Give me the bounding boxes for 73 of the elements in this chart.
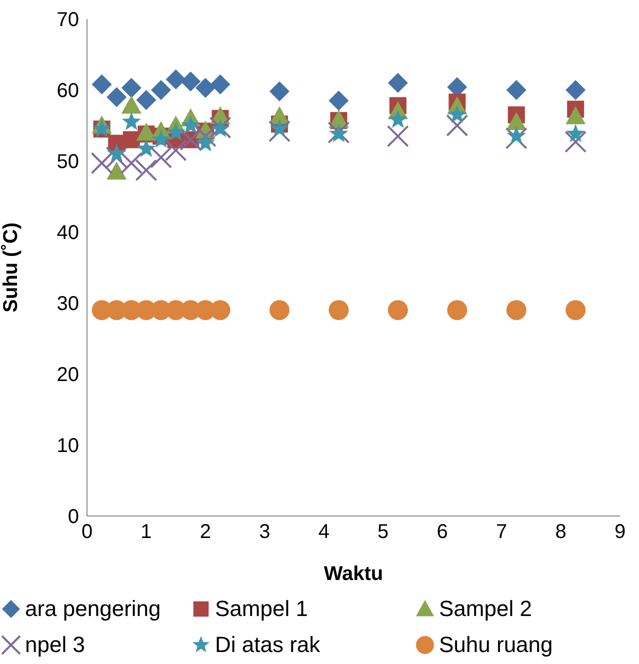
point <box>122 112 141 130</box>
legend-label: ara pengering <box>25 596 161 622</box>
y-tick-label: 60 <box>56 80 79 102</box>
point <box>270 119 289 138</box>
x-tick-label: 2 <box>200 521 212 544</box>
point <box>107 144 126 162</box>
point <box>106 87 127 108</box>
point <box>106 146 128 168</box>
point <box>180 71 201 92</box>
y-tick-label: 20 <box>56 364 79 386</box>
point <box>151 80 172 100</box>
point <box>506 300 526 320</box>
x-tick-label: 5 <box>378 521 389 544</box>
point <box>210 74 230 94</box>
point <box>136 138 156 158</box>
point <box>566 124 586 142</box>
point <box>92 74 112 94</box>
legend-label: Sampel 2 <box>439 596 532 622</box>
point <box>181 116 200 134</box>
x-tick-label: 4 <box>318 521 330 544</box>
point <box>448 104 467 123</box>
point <box>388 72 408 93</box>
legend-label: npel 3 <box>25 632 85 658</box>
point <box>136 122 156 141</box>
point <box>506 80 526 100</box>
x-tick-label: 9 <box>614 521 626 544</box>
point <box>566 300 586 320</box>
point <box>106 162 127 180</box>
point <box>566 80 586 100</box>
x-tick-label: 1 <box>140 521 152 544</box>
x-axis-title: Waktu <box>324 563 384 585</box>
x-tick-label: 3 <box>259 521 270 544</box>
point <box>506 126 526 144</box>
point <box>120 152 142 174</box>
x-tick-label: 6 <box>436 521 448 544</box>
y-tick-label: 10 <box>56 435 79 458</box>
y-tick-label: 40 <box>56 222 79 244</box>
y-tick-label: 70 <box>56 9 79 32</box>
point <box>166 122 186 141</box>
point <box>196 133 215 152</box>
x-tick-label: 7 <box>496 521 508 544</box>
point <box>195 78 216 98</box>
point <box>152 130 171 148</box>
point <box>194 125 216 148</box>
point <box>269 81 290 102</box>
legend-label: Suhu ruang <box>439 632 553 658</box>
point <box>328 90 349 111</box>
point <box>150 146 172 168</box>
point <box>121 78 142 98</box>
y-tick-label: 50 <box>56 151 79 174</box>
point <box>164 139 187 162</box>
y-axis-title: Suhu (˚C) <box>0 222 22 312</box>
point <box>506 112 526 130</box>
point <box>388 300 408 320</box>
point <box>90 152 113 174</box>
point <box>135 159 158 182</box>
point <box>388 110 408 128</box>
point <box>269 300 290 320</box>
point <box>447 300 468 320</box>
legend-label: Sampel 1 <box>215 596 308 622</box>
x-tick-label: 0 <box>81 521 93 544</box>
point <box>328 300 349 320</box>
point <box>166 69 186 90</box>
point <box>446 114 468 136</box>
x-tick-label: 8 <box>555 521 566 544</box>
point <box>136 90 156 110</box>
point <box>564 130 587 153</box>
point <box>121 96 142 114</box>
y-tick-label: 30 <box>56 293 79 316</box>
legend-label: Di atas rak <box>215 632 320 658</box>
point <box>566 106 586 124</box>
y-tick-label: 0 <box>68 506 79 528</box>
point <box>386 125 409 148</box>
